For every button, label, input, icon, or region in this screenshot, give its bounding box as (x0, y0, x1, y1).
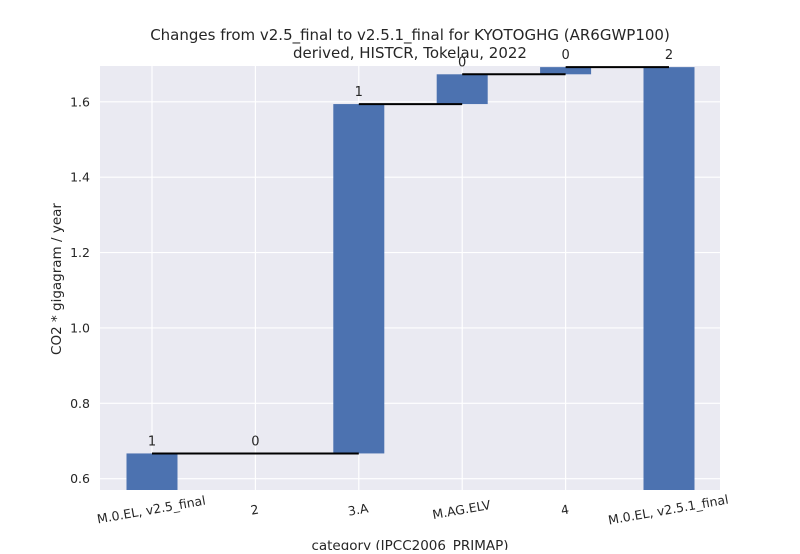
y-tick-label: 1.6 (70, 94, 90, 109)
y-tick-label: 1.2 (70, 245, 90, 260)
data-label: 0 (458, 55, 466, 70)
chart-title: Changes from v2.5_final to v2.5.1_final … (150, 26, 670, 45)
bar (643, 67, 695, 490)
x-tick-label: M.0.EL, v2.5_final (96, 493, 207, 527)
x-tick-label: M.AG.ELV (431, 497, 492, 522)
x-tick-label: 4 (560, 501, 570, 517)
bar (333, 104, 385, 454)
connector-lines (152, 66, 669, 455)
data-label: 2 (665, 48, 673, 63)
y-tick-label: 1.4 (70, 170, 90, 185)
y-tick-labels: 0.6 0.8 1.0 1.2 1.4 1.6 (70, 94, 90, 486)
y-tick-label: 0.8 (70, 396, 90, 411)
bars (126, 67, 695, 490)
data-label: 1 (148, 434, 156, 449)
data-label: 0 (251, 434, 259, 449)
bar (540, 67, 592, 75)
x-tick-label: 3.A (347, 500, 370, 518)
y-tick-label: 1.0 (70, 320, 90, 335)
x-axis-label: category (IPCC2006_PRIMAP) (311, 538, 508, 550)
bar (436, 74, 488, 105)
plot-area (100, 66, 720, 490)
x-tick-labels: M.0.EL, v2.5_final 2 3.A M.AG.ELV 4 M.0.EL, v… (96, 492, 730, 528)
y-axis-label: CO2 * gigagram / year (49, 203, 65, 355)
x-tick-label: 2 (249, 501, 259, 517)
data-label: 1 (355, 85, 363, 100)
data-labels: 1 0 1 0 0 2 (148, 48, 673, 449)
x-tick-label: M.0.EL, v2.5.1_final (607, 492, 730, 528)
chart-subtitle: derived, HISTCR, Tokelau, 2022 (293, 44, 527, 62)
y-tick-label: 0.6 (70, 471, 90, 486)
bar (126, 453, 178, 490)
data-label: 0 (561, 48, 569, 63)
